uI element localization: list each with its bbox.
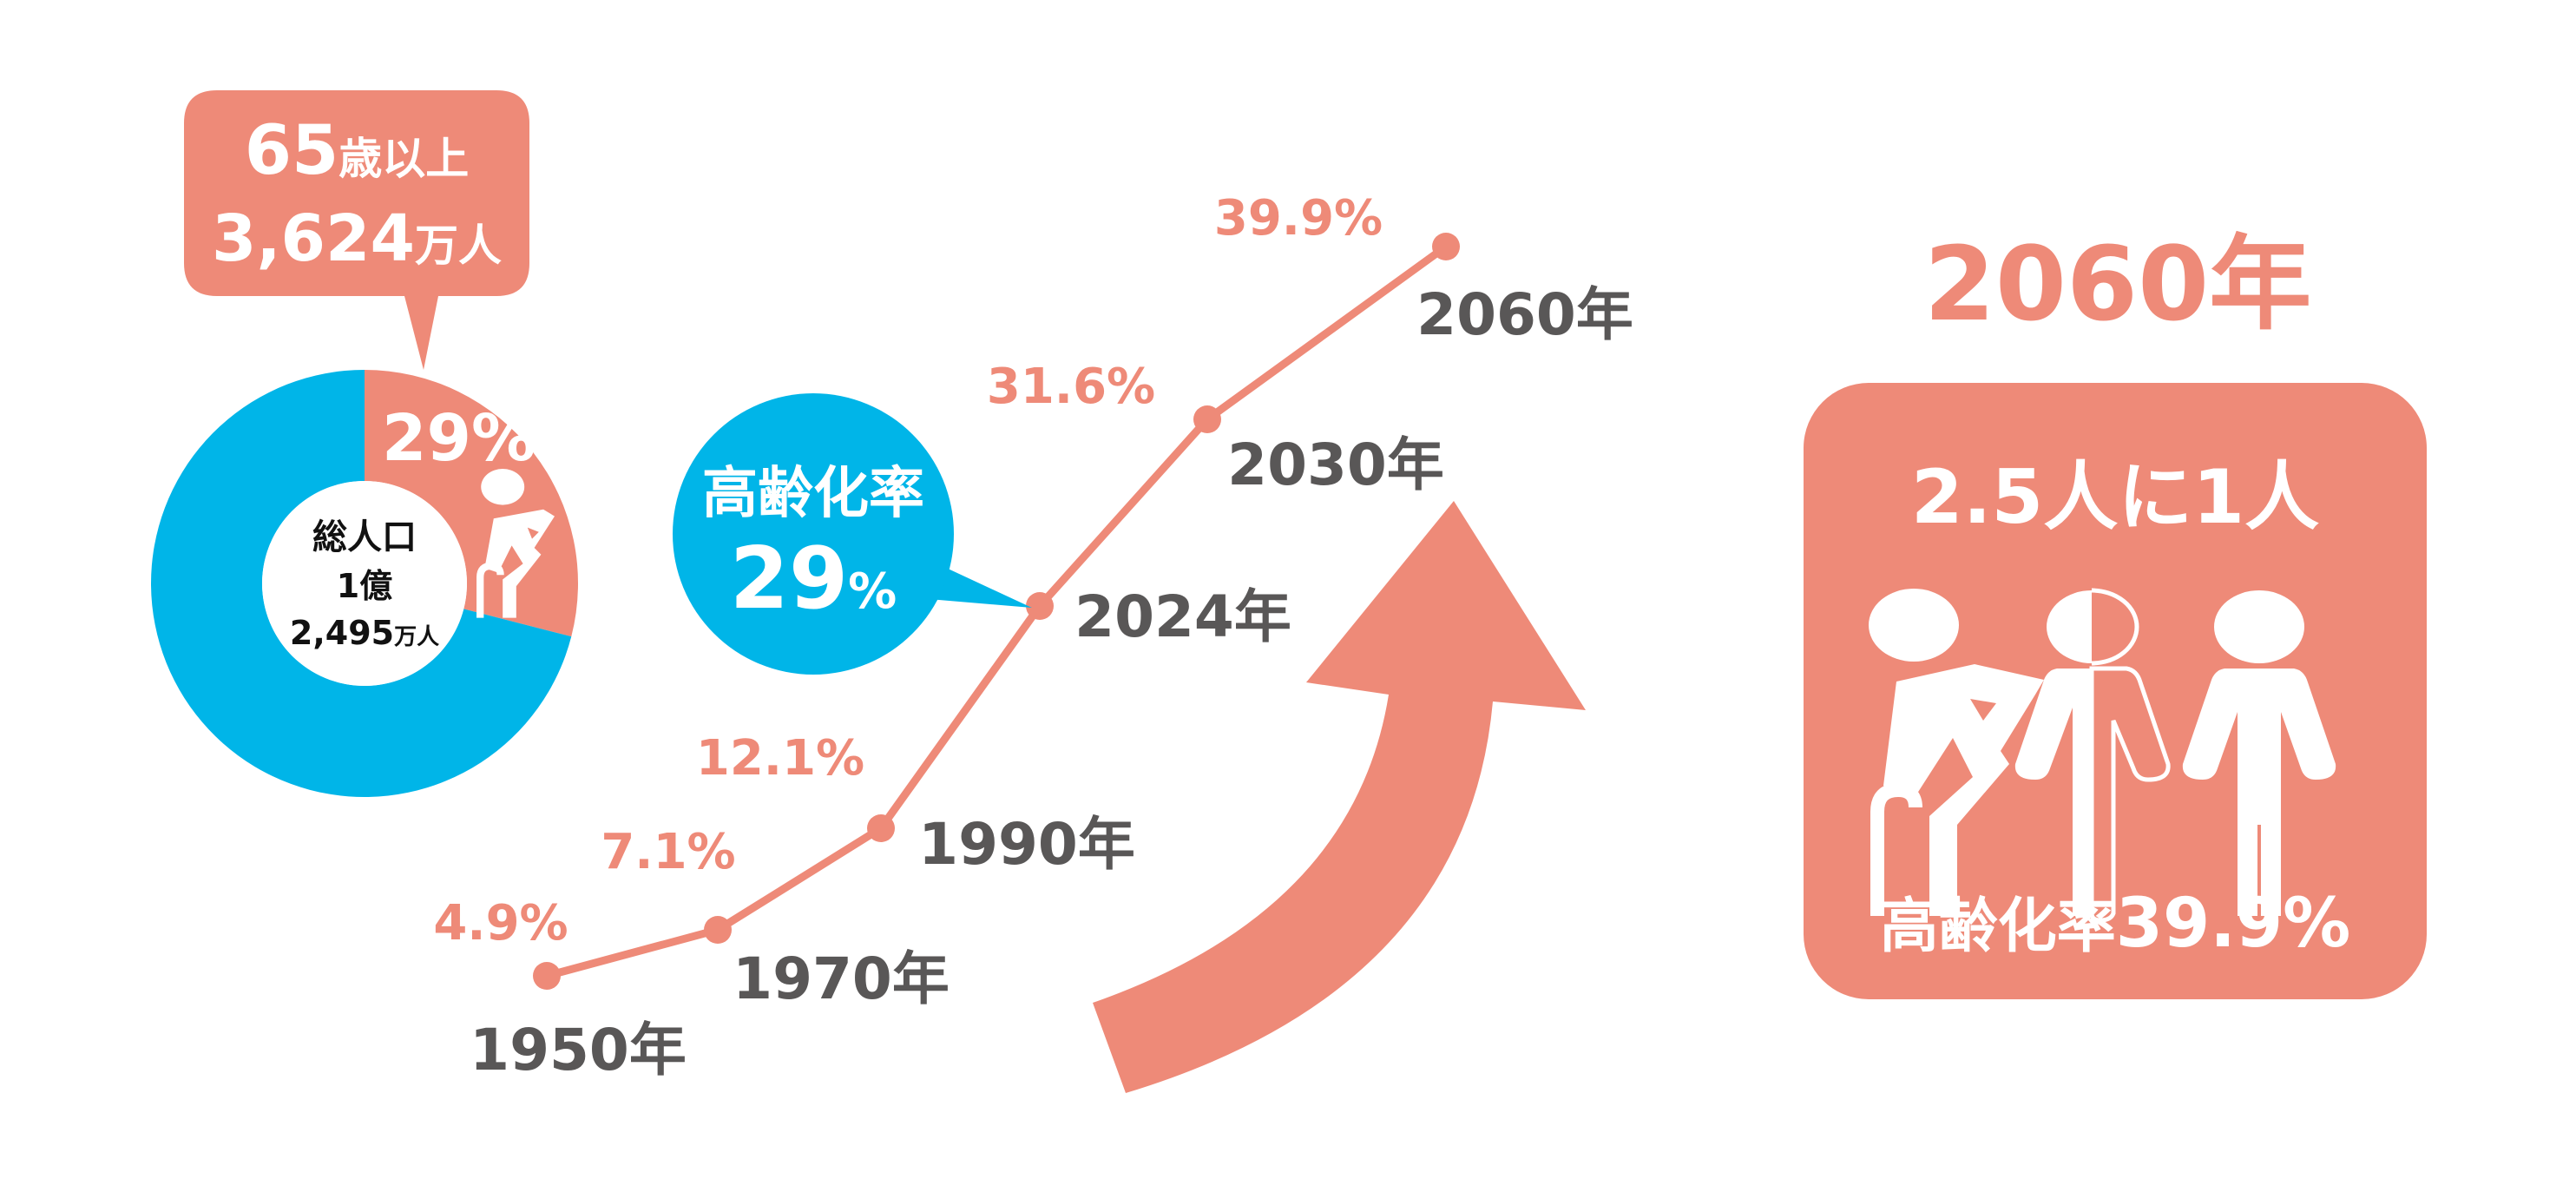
bubble-value: 29% (730, 530, 897, 629)
year-label: 1990年 (918, 811, 1135, 878)
center-label-amount: 2,495万人 (290, 614, 439, 652)
data-point-1950年 (533, 962, 561, 990)
center-label-title: 総人口 (312, 517, 417, 557)
year-label: 1950年 (470, 1017, 687, 1083)
year-label: 2024年 (1074, 583, 1291, 650)
summary-rate: 高齢化率39.9% (1880, 885, 2351, 963)
value-label: 31.6% (987, 359, 1155, 415)
upward-curved-arrow-icon (1093, 501, 1586, 1093)
line-chart: 1950年 4.9% 1970年 7.1% 1990年 12.1% 2024年 2030年 31… (433, 190, 1633, 1083)
value-label: 4.9% (433, 895, 568, 952)
data-point-2024年 (1026, 592, 1054, 620)
year-label: 1970年 (733, 945, 950, 1012)
value-label: 39.9% (1214, 190, 1383, 247)
year-label: 2030年 (1227, 431, 1444, 498)
bubble-title: 高齢化率 (702, 462, 924, 526)
trend-line (545, 243, 1449, 980)
elderly-population-callout: 65歳以上 3,624万人 (184, 90, 529, 370)
donut-center-label: 総人口 1億 2,495万人 (290, 517, 439, 652)
summary-year: 2060年 (1924, 224, 2311, 344)
summary-ratio: 2.5人に1人 (1911, 454, 2319, 541)
callout-age: 65歳以上 (245, 112, 470, 190)
value-label: 7.1% (601, 824, 735, 880)
data-point-2030年 (1193, 405, 1221, 433)
data-point-1970年 (704, 916, 732, 944)
slice-label-29: 29% (382, 401, 536, 476)
donut-slice-1 (151, 370, 572, 797)
aging-rate-2024-bubble: 高齢化率 29% (673, 393, 1032, 675)
callout-count: 3,624万人 (212, 201, 502, 276)
value-label: 12.1% (696, 730, 864, 787)
center-label-oku: 1億 (337, 567, 392, 605)
half-person-icon (2014, 588, 2171, 923)
year-label: 2060年 (1416, 281, 1633, 348)
summary-card: 2.5人に1人 高齢化率39.9% (1804, 383, 2427, 999)
data-point-1990年 (867, 814, 895, 842)
person-icon (2182, 590, 2336, 916)
data-point-2060年 (1432, 233, 1460, 260)
donut-hole (262, 481, 467, 686)
elderly-person-with-cane-icon (1869, 589, 2044, 916)
elderly-person-with-cane-icon (476, 469, 555, 618)
